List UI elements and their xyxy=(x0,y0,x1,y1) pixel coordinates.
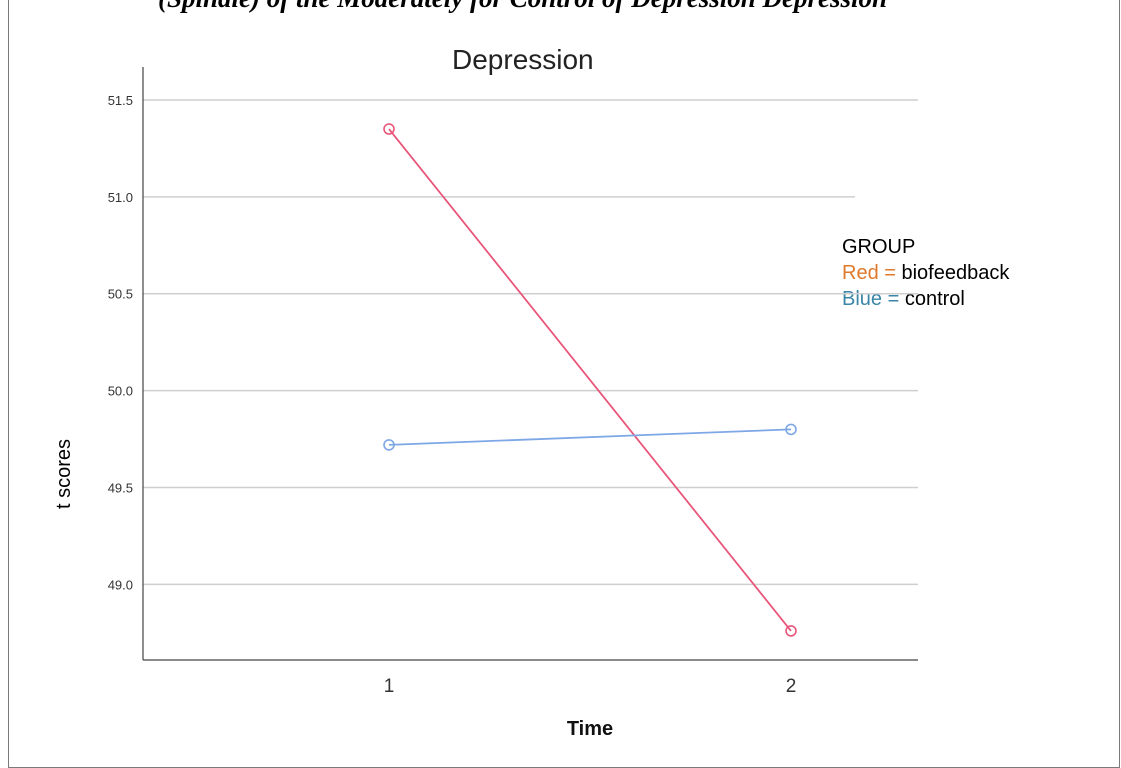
legend-label-biofeedback: biofeedback xyxy=(901,262,1010,284)
series xyxy=(383,123,797,637)
series-line-biofeedback xyxy=(388,128,792,632)
data-point-control-2 xyxy=(785,423,797,436)
x-tick-label-1: 1 xyxy=(384,676,395,697)
y-tick-label-49.0: 49.0 xyxy=(108,577,133,592)
y-tick-label-50.0: 50.0 xyxy=(108,384,133,399)
legend-entry-biofeedback: Red = biofeedback xyxy=(842,260,1009,286)
data-point-biofeedback-1 xyxy=(383,123,395,135)
legend-label-control: control xyxy=(904,288,965,310)
cropped-caption: (Spindle) of the Moderately for Control … xyxy=(158,0,887,14)
y-tick-label-51.0: 51.0 xyxy=(108,190,133,205)
data-point-control-1 xyxy=(383,439,395,451)
y-tick-label-51.5: 51.5 xyxy=(108,93,133,108)
y-axis-label: t scores xyxy=(53,439,75,509)
x-tick-label-2: 2 xyxy=(786,676,797,697)
gridlines xyxy=(143,99,918,586)
legend-title: GROUP xyxy=(842,236,916,258)
y-tick-label-50.5: 50.5 xyxy=(108,287,133,302)
y-tick-labels: 49.0 49.5 50.0 50.5 51.0 51.5 xyxy=(108,93,133,592)
data-point-biofeedback-2 xyxy=(785,625,797,637)
legend-prefix-red: Red = xyxy=(842,262,902,284)
series-line-control xyxy=(388,428,792,446)
x-axis-label: Time xyxy=(567,718,613,740)
chart-title: Depression xyxy=(452,44,594,75)
y-tick-label-49.5: 49.5 xyxy=(108,481,133,496)
